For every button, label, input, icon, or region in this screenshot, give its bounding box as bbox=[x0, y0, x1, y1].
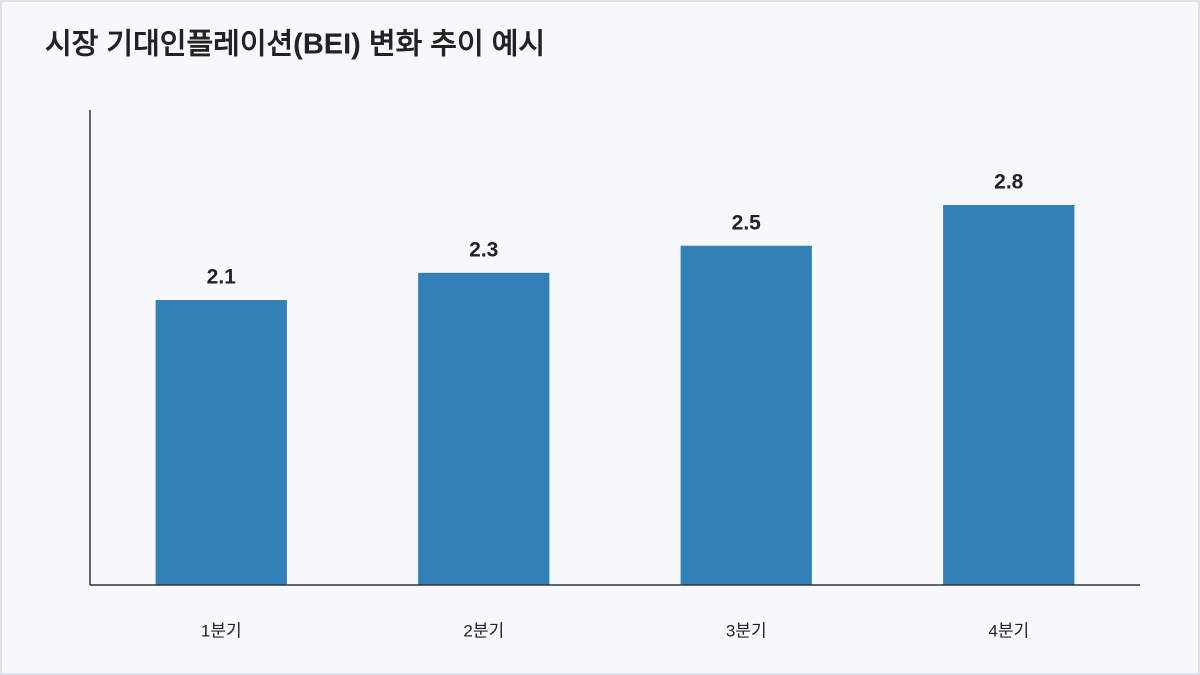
value-label: 2.8 bbox=[994, 171, 1024, 194]
bar bbox=[943, 205, 1075, 585]
value-label: 2.3 bbox=[469, 238, 498, 261]
bar bbox=[680, 245, 812, 585]
x-tick-label: 3분기 bbox=[726, 621, 767, 640]
value-label: 2.1 bbox=[207, 266, 237, 289]
x-tick-label: 2분기 bbox=[463, 621, 504, 640]
chart-title: 시장 기대인플레이션(BEI) 변화 추이 예시 bbox=[45, 28, 545, 61]
value-label: 2.5 bbox=[732, 211, 762, 234]
x-tick-label: 1분기 bbox=[201, 621, 242, 640]
bar bbox=[155, 300, 287, 585]
bar bbox=[418, 272, 550, 585]
x-tick-label: 4분기 bbox=[988, 621, 1029, 640]
